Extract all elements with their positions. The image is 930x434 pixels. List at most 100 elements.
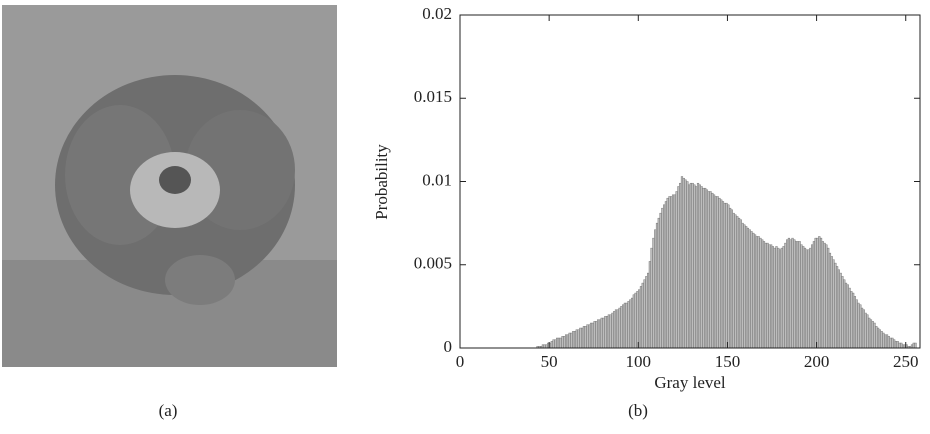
- caption: (b): [628, 401, 648, 420]
- photo-bud: [165, 255, 235, 305]
- bar: [885, 334, 889, 349]
- bar: [836, 266, 839, 349]
- bar: [853, 296, 857, 349]
- bar: [766, 242, 769, 349]
- bar: [622, 304, 625, 349]
- bar: [727, 204, 730, 349]
- bar: [606, 316, 609, 349]
- bar: [659, 212, 662, 349]
- bar: [696, 182, 700, 349]
- bar: [563, 336, 566, 349]
- bar: [746, 227, 750, 349]
- bar: [598, 319, 602, 349]
- bar: [582, 326, 586, 349]
- bar: [714, 196, 717, 349]
- bar: [686, 181, 689, 349]
- bar: [632, 294, 635, 349]
- bar: [712, 194, 716, 349]
- bar: [604, 316, 607, 349]
- bar: [573, 331, 577, 349]
- bar: [757, 236, 760, 349]
- bar: [798, 241, 801, 349]
- bar: [893, 339, 896, 349]
- bar: [764, 242, 767, 349]
- x-tick-label: 100: [626, 352, 652, 371]
- bar: [638, 289, 641, 349]
- bar: [718, 197, 721, 349]
- bar: [661, 207, 664, 349]
- bar: [857, 302, 860, 349]
- bar: [716, 196, 719, 349]
- bar: [668, 196, 671, 349]
- bar: [884, 334, 887, 349]
- bar: [737, 217, 741, 349]
- bar: [620, 306, 623, 349]
- bar: [584, 326, 587, 349]
- bar: [877, 327, 880, 349]
- bar: [882, 332, 885, 349]
- bar: [761, 239, 764, 349]
- bar: [643, 279, 646, 349]
- bar: [796, 241, 799, 349]
- bar: [575, 329, 578, 349]
- bar: [679, 182, 682, 349]
- bar: [695, 186, 698, 349]
- bar: [839, 272, 842, 349]
- bar: [655, 222, 659, 349]
- bar: [677, 186, 680, 349]
- x-tick-label: 250: [893, 352, 919, 371]
- bar: [634, 292, 637, 349]
- bar: [561, 336, 564, 349]
- bar: [688, 184, 691, 349]
- bar: [577, 329, 580, 349]
- bar: [705, 189, 709, 349]
- bar: [789, 239, 792, 349]
- bar: [869, 319, 873, 349]
- bar: [812, 241, 816, 349]
- bar: [864, 312, 867, 349]
- bar: [566, 334, 569, 349]
- bar: [868, 317, 871, 349]
- bar: [778, 249, 782, 349]
- bar: [900, 342, 903, 349]
- bar: [855, 299, 858, 349]
- bar: [775, 246, 778, 349]
- bar: [721, 201, 725, 349]
- bar: [794, 241, 798, 349]
- bar: [664, 201, 668, 349]
- bar: [787, 237, 791, 349]
- bar: [682, 177, 685, 349]
- bar: [552, 339, 555, 349]
- bar: [875, 326, 878, 349]
- bar: [762, 241, 766, 349]
- x-tick-label: 50: [541, 352, 558, 371]
- bar: [807, 249, 810, 349]
- bar: [816, 237, 819, 349]
- bar: [862, 309, 865, 349]
- bar: [736, 216, 739, 349]
- bar: [630, 297, 634, 349]
- bar: [639, 286, 643, 349]
- bar: [589, 322, 593, 349]
- bar: [702, 187, 705, 349]
- bar: [657, 217, 660, 349]
- bar: [786, 239, 789, 349]
- bar: [745, 226, 748, 349]
- bar: [814, 237, 817, 349]
- photo: [2, 5, 337, 367]
- bar: [725, 202, 728, 349]
- bar: [832, 259, 835, 349]
- bar: [871, 321, 874, 349]
- bar: [750, 231, 753, 349]
- bar: [671, 194, 675, 349]
- bar: [825, 244, 828, 349]
- bar: [627, 301, 630, 349]
- bar: [693, 184, 696, 349]
- bar: [803, 247, 807, 349]
- caption: (a): [159, 401, 178, 420]
- bar: [743, 224, 746, 349]
- bar: [811, 244, 814, 349]
- bar: [898, 342, 901, 349]
- bar: [834, 262, 837, 349]
- bar: [607, 314, 610, 349]
